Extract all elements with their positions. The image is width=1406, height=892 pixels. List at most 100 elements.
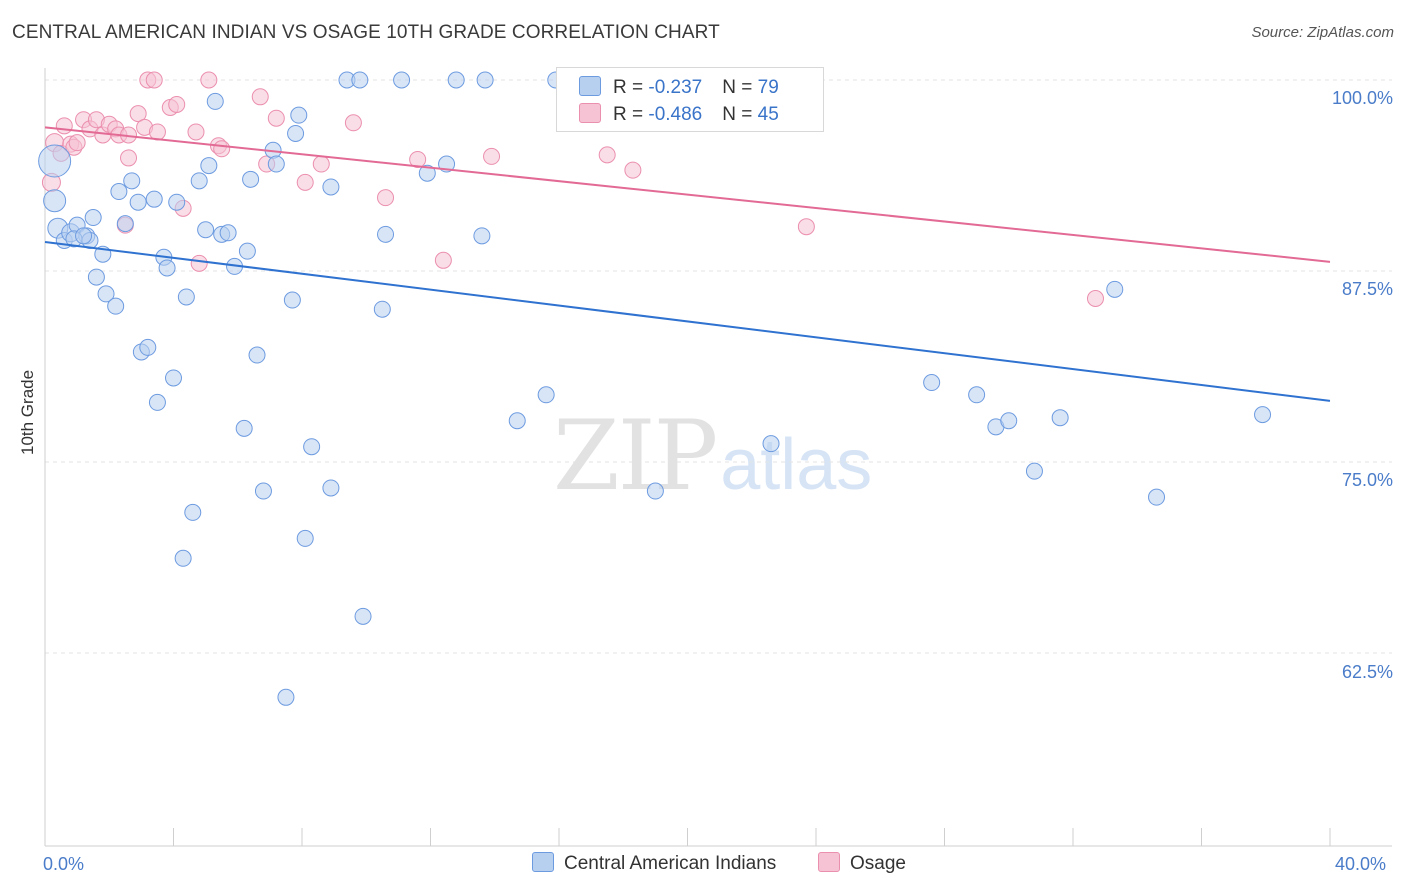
pink-point-39 <box>483 147 501 165</box>
stats-legend: R = -0.237 N = 79 R = -0.486 N = 45 <box>556 67 824 132</box>
blue-point-78 <box>75 227 93 245</box>
y-tick-label-75: 75.0% <box>1341 470 1393 490</box>
blue-point-23 <box>165 369 182 387</box>
pink-point-17 <box>129 105 147 123</box>
pink-point-44 <box>1086 290 1104 308</box>
blue-point-15 <box>123 172 141 190</box>
blue-point-12 <box>107 297 125 315</box>
series-legend-pink: Osage <box>818 852 906 875</box>
watermark-zip: ZIP <box>553 400 718 512</box>
blue-point-56 <box>418 164 436 182</box>
legend-n-label: N = <box>722 77 758 98</box>
central-american-indians-points <box>38 71 1272 706</box>
blue-point-8 <box>84 209 102 227</box>
pink-point-20 <box>145 71 163 89</box>
blue-point-36 <box>238 242 256 260</box>
legend-n-label: N = <box>722 104 758 125</box>
pink-point-23 <box>168 95 186 113</box>
blue-point-72 <box>1025 462 1043 480</box>
pink-point-33 <box>296 173 314 191</box>
osage-points <box>41 71 1104 308</box>
blue-point-26 <box>177 288 195 306</box>
pink-point-30 <box>251 88 269 106</box>
blue-point-45 <box>290 106 308 124</box>
pink-point-43 <box>797 218 815 236</box>
blue-point-33 <box>219 224 237 242</box>
legend-n-value-pink: 45 <box>757 104 779 125</box>
blue-point-39 <box>254 482 272 500</box>
pink-point-36 <box>377 189 395 207</box>
y-tick-label-62-5: 62.5% <box>1341 662 1393 682</box>
blue-point-53 <box>373 300 391 318</box>
blue-point-11 <box>97 285 115 303</box>
series-swatch-blue <box>532 852 554 872</box>
blue-point-49 <box>322 178 340 196</box>
blue-point-25 <box>174 549 192 567</box>
blue-point-16 <box>129 193 147 211</box>
blue-point-37 <box>242 170 260 188</box>
pink-point-32 <box>267 109 285 127</box>
blue-point-76 <box>1254 406 1272 424</box>
y-axis-title: 10th Grade <box>18 369 37 455</box>
blue-point-35 <box>235 419 253 437</box>
chart-title: CENTRAL AMERICAN INDIAN VS OSAGE 10TH GR… <box>12 22 720 43</box>
grid-lines <box>45 79 1392 654</box>
blue-point-42 <box>277 688 295 706</box>
blue-point-75 <box>1148 488 1166 506</box>
watermark-atlas: atlas <box>720 425 873 505</box>
y-tick-label-87-5: 87.5% <box>1341 279 1393 299</box>
source-credit: Source: ZipAtlas.com <box>1251 24 1394 41</box>
pink-point-6 <box>68 134 86 152</box>
blue-point-43 <box>283 291 301 309</box>
legend-r-label: R = <box>613 104 649 125</box>
blue-point-18 <box>139 338 157 356</box>
blue-point-9 <box>87 268 105 286</box>
blue-point-62 <box>537 386 555 404</box>
pink-point-35 <box>344 114 362 132</box>
blue-point-52 <box>354 607 372 625</box>
trend-lines <box>44 126 1331 402</box>
blue-point-60 <box>476 71 494 89</box>
legend-n-value-blue: 79 <box>757 77 779 98</box>
legend-row-pink: R = -0.486 N = 45 <box>579 103 779 126</box>
pink-point-34 <box>312 155 330 173</box>
blue-point-30 <box>200 157 218 175</box>
blue-point-65 <box>646 482 664 500</box>
blue-point-61 <box>508 412 526 430</box>
legend-swatch-pink <box>579 103 601 123</box>
series-label-pink: Osage <box>850 853 906 874</box>
blue-point-14 <box>116 215 134 233</box>
pink-point-29 <box>213 140 231 158</box>
pink-point-3 <box>55 117 73 135</box>
series-swatch-pink <box>818 852 840 872</box>
blue-point-46 <box>296 529 314 547</box>
blue-point-68 <box>923 374 941 392</box>
blue-point-55 <box>393 71 411 89</box>
pink-point-40 <box>598 146 616 164</box>
legend-r-label: R = <box>613 77 649 98</box>
blue-point-22 <box>158 259 176 277</box>
legend-row-blue: R = -0.237 N = 79 <box>579 76 779 99</box>
blue-point-27 <box>184 503 202 521</box>
blue-point-41 <box>267 155 285 173</box>
blue-point-74 <box>1106 280 1124 298</box>
series-legend-blue: Central American Indians <box>532 852 776 875</box>
blue-point-0 <box>38 144 72 178</box>
blue-point-71 <box>1000 412 1018 430</box>
blue-point-73 <box>1051 409 1069 427</box>
pink-point-41 <box>624 161 642 179</box>
blue-point-48 <box>322 479 340 497</box>
pink-point-27 <box>200 71 218 89</box>
x-tick-label-min: 0.0% <box>43 854 85 874</box>
blue-point-51 <box>351 71 369 89</box>
x-tick-label-max: 40.0% <box>1335 854 1387 874</box>
blue-point-19 <box>145 190 163 208</box>
pink-point-38 <box>434 251 452 269</box>
blue-point-38 <box>248 346 266 364</box>
y-tick-label-100: 100.0% <box>1331 88 1393 108</box>
blue-point-20 <box>148 393 166 411</box>
blue-point-66 <box>762 435 780 453</box>
blue-point-29 <box>197 221 215 239</box>
pink-point-26 <box>190 254 208 272</box>
blue-point-69 <box>968 386 986 404</box>
